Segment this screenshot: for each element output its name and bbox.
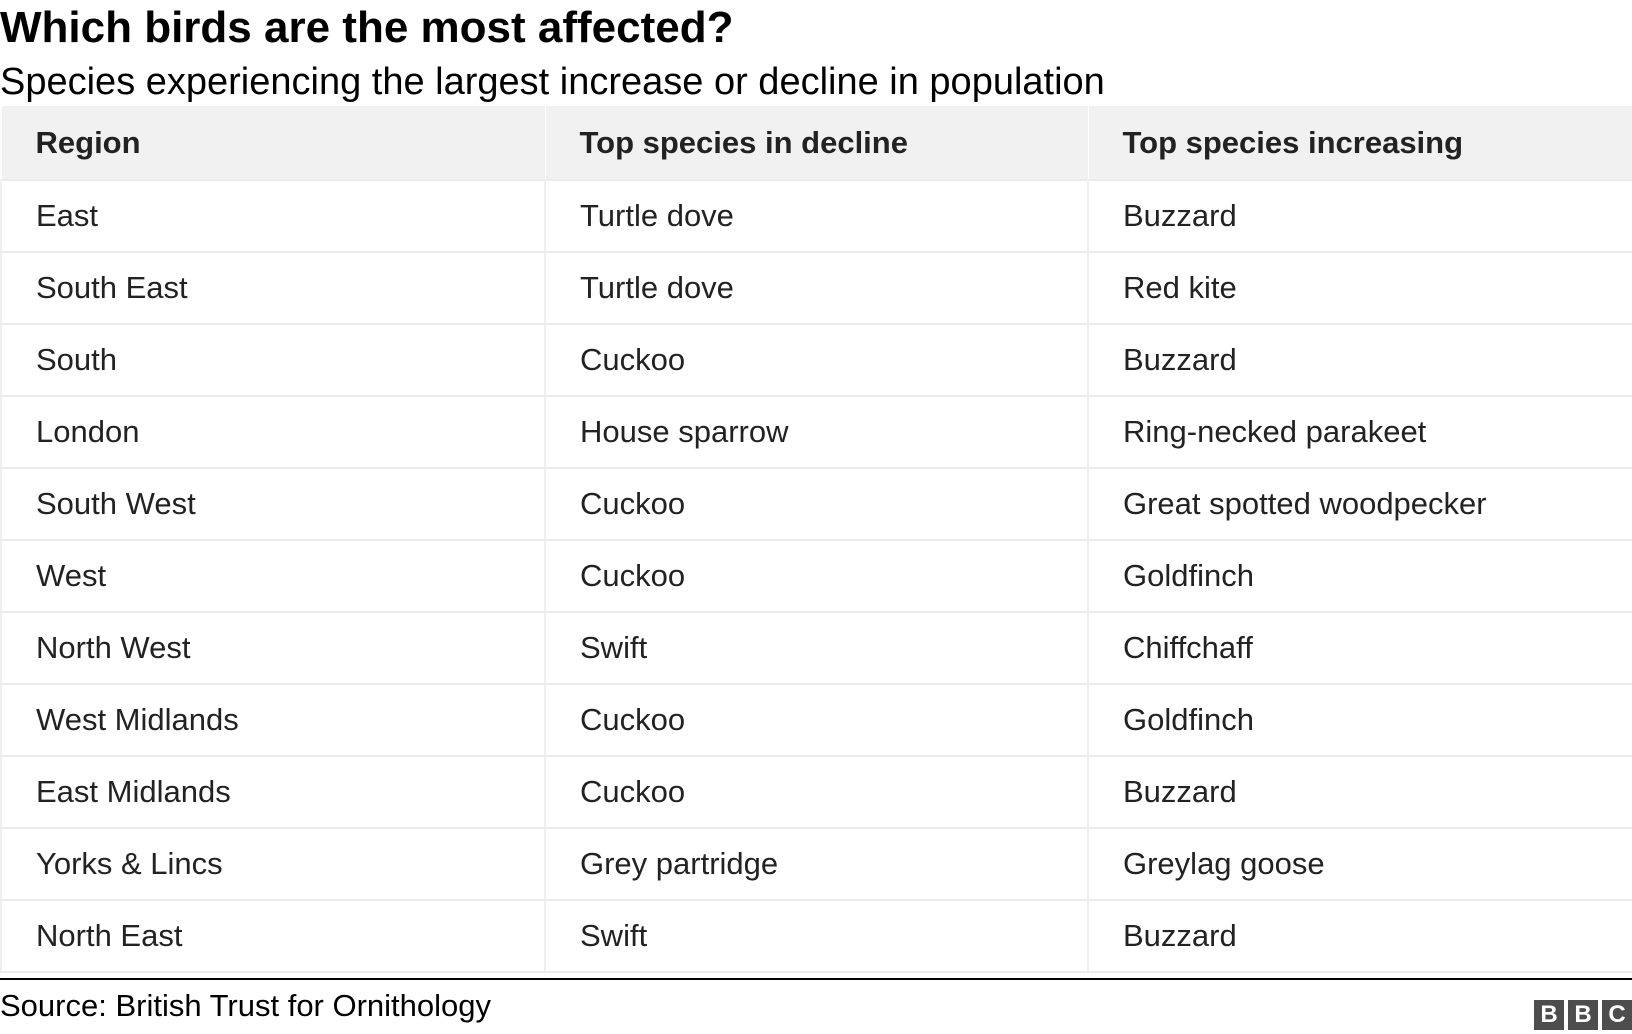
table-row: Yorks & Lincs Grey partridge Greylag goose [0, 828, 1632, 901]
region-cell: East Midlands [0, 756, 546, 829]
data-table: Region Top species in decline Top specie… [0, 106, 1632, 973]
decline-species-cell: House sparrow [544, 396, 1089, 469]
column-header-region: Region [0, 106, 546, 180]
increasing-species-cell: Chiffchaff [1087, 612, 1632, 685]
table-row: North West Swift Chiffchaff [0, 612, 1632, 685]
increasing-species-cell: Goldfinch [1087, 684, 1632, 757]
table-row: North East Swift Buzzard [0, 900, 1632, 973]
increasing-species-cell: Great spotted woodpecker [1087, 468, 1632, 541]
region-cell: South East [0, 252, 546, 325]
decline-species-cell: Grey partridge [544, 828, 1089, 901]
logo-letter: C [1602, 1000, 1632, 1030]
table-row: East Turtle dove Buzzard [0, 179, 1632, 253]
decline-species-cell: Turtle dove [544, 179, 1089, 253]
increasing-species-cell: Goldfinch [1087, 540, 1632, 613]
region-cell: Yorks & Lincs [0, 828, 546, 901]
table-header-row: Region Top species in decline Top specie… [0, 106, 1632, 180]
table-row: South Cuckoo Buzzard [0, 324, 1632, 397]
decline-species-cell: Cuckoo [544, 684, 1089, 757]
table-row: South West Cuckoo Great spotted woodpecker [0, 468, 1632, 541]
region-cell: West [0, 540, 546, 613]
table-row: South East Turtle dove Red kite [0, 252, 1632, 325]
chart-subtitle: Species experiencing the largest increas… [0, 61, 1105, 103]
decline-species-cell: Cuckoo [544, 468, 1089, 541]
increasing-species-cell: Buzzard [1087, 324, 1632, 397]
logo-letter: B [1534, 1000, 1564, 1030]
decline-species-cell: Swift [544, 612, 1089, 685]
table-row: West Cuckoo Goldfinch [0, 540, 1632, 613]
table-body: East Turtle dove Buzzard South East Turtle d… [0, 179, 1632, 973]
table-row: West Midlands Cuckoo Goldfinch [0, 684, 1632, 757]
source-note: Source: British Trust for Ornithology [0, 988, 492, 1023]
table-row: East Midlands Cuckoo Buzzard [0, 756, 1632, 829]
footer-divider [0, 978, 1632, 980]
region-cell: South West [0, 468, 546, 541]
region-cell: West Midlands [0, 684, 546, 757]
bbc-logo: B B C [1534, 1000, 1632, 1030]
column-header-decline: Top species in decline [544, 106, 1089, 180]
table-row: London House sparrow Ring-necked parakeet [0, 396, 1632, 469]
increasing-species-cell: Red kite [1087, 252, 1632, 325]
data-table-container: Region Top species in decline Top specie… [0, 106, 1632, 973]
decline-species-cell: Cuckoo [544, 324, 1089, 397]
decline-species-cell: Turtle dove [544, 252, 1089, 325]
increasing-species-cell: Buzzard [1087, 756, 1632, 829]
region-cell: London [0, 396, 546, 469]
increasing-species-cell: Greylag goose [1087, 828, 1632, 901]
column-header-increasing: Top species increasing [1087, 106, 1632, 180]
logo-letter: B [1568, 1000, 1598, 1030]
chart-title: Which birds are the most affected? [0, 3, 734, 52]
decline-species-cell: Cuckoo [544, 756, 1089, 829]
region-cell: South [0, 324, 546, 397]
region-cell: North East [0, 900, 546, 973]
increasing-species-cell: Buzzard [1087, 900, 1632, 973]
increasing-species-cell: Buzzard [1087, 179, 1632, 253]
decline-species-cell: Cuckoo [544, 540, 1089, 613]
decline-species-cell: Swift [544, 900, 1089, 973]
region-cell: East [0, 179, 546, 253]
region-cell: North West [0, 612, 546, 685]
increasing-species-cell: Ring-necked parakeet [1087, 396, 1632, 469]
